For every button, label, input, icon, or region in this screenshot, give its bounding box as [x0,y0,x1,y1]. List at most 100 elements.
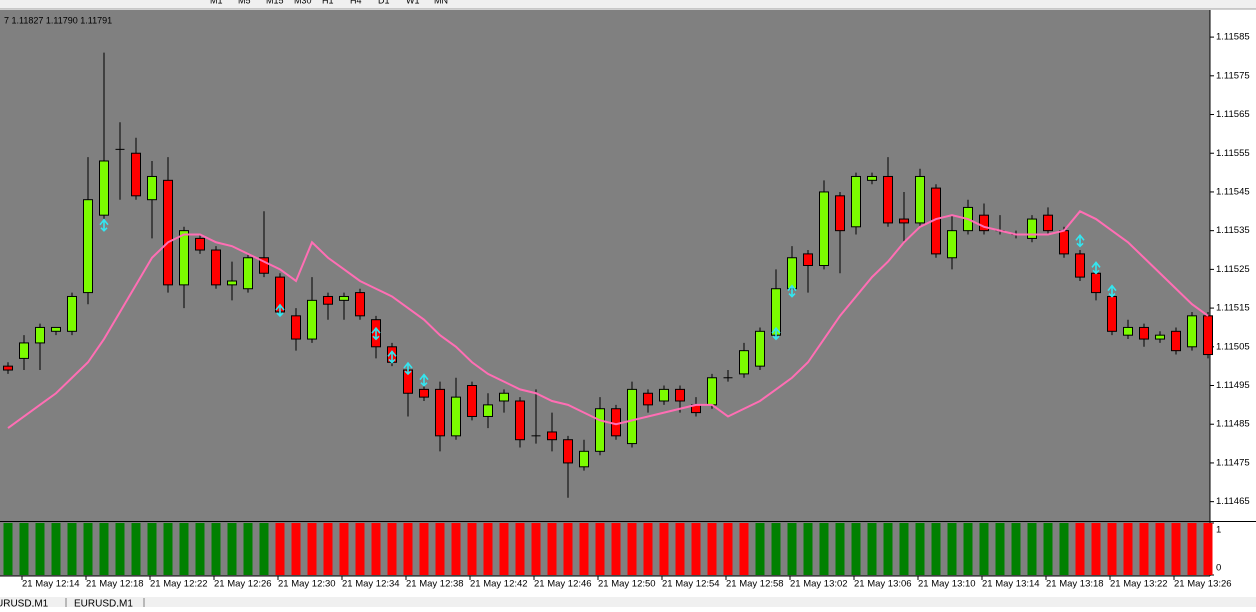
signal-arrow [1075,233,1085,248]
indicator-bar [835,523,845,575]
signal-arrow [1107,284,1117,298]
candle-body [595,408,605,452]
indicator-bar [323,523,333,575]
indicator-bar [483,523,493,575]
indicator-bar [515,523,525,575]
indicator-bar [675,523,685,575]
indicator-bar [195,523,205,575]
candle-body [563,439,573,464]
candle-body [3,365,13,371]
indicator-bar [227,523,237,575]
indicator-bar [1043,523,1053,575]
x-tick-label: 21 May 12:14 [22,579,80,590]
indicator-bar [947,523,957,575]
signal-arrow [403,361,413,376]
candle-body [1171,330,1181,352]
indicator-bar [819,523,829,575]
candle-body [131,152,141,197]
x-tick-label: 21 May 12:22 [150,579,208,590]
candle-body [1091,272,1101,294]
candle-body [755,330,765,367]
candle-body [195,237,205,251]
candle-body [1123,326,1133,336]
y-tick-label: 1.11575 [1216,70,1250,81]
indicator-bar [787,523,797,575]
indicator-bar [419,523,429,575]
indicator-bar [803,523,813,575]
indicator-bar [355,523,365,575]
toolbar [0,0,1256,9]
indicator-bar [211,523,221,575]
candle-body [83,199,93,294]
timeframe-button[interactable]: M15 [266,0,284,5]
candle-body [787,257,797,290]
x-tick-label: 21 May 13:26 [1174,579,1232,590]
indicator-bar [739,523,749,575]
timeframe-button[interactable]: MN [434,0,448,5]
y-tick-label: 1.11535 [1216,225,1250,236]
indicator-bar [963,523,973,575]
timeframe-button[interactable]: H1 [322,0,334,5]
indicator-bar [307,523,317,575]
indicator-bar [35,523,45,575]
candle-body [739,350,749,375]
candle-body [467,385,477,417]
timeframe-button[interactable]: M30 [294,0,312,5]
moving-average [7,210,1209,429]
candle-body [1139,326,1149,340]
indicator-bar [1011,523,1021,575]
candle-body [291,315,301,340]
y-tick-label: 1.11515 [1216,303,1250,314]
candle-body [307,299,317,340]
candle-body [147,175,157,201]
y-tick-label: 1.11485 [1216,419,1250,430]
indicator-bar [115,523,125,575]
indicator-bar [771,523,781,575]
x-tick-label: 21 May 12:18 [86,579,144,590]
indicator-bar [1059,523,1069,575]
indicator-bar [595,523,605,575]
x-tick-label: 21 May 12:54 [662,579,720,590]
timeframe-button[interactable]: M5 [238,0,251,5]
signal-arrow [1091,261,1101,275]
timeframe-button[interactable]: M1 [210,0,223,5]
indicator-bar [723,523,733,575]
candle-body [35,326,45,344]
x-tick-label: 21 May 12:30 [278,579,336,590]
indicator-bar [1203,523,1213,575]
indicator-bar [1187,523,1197,575]
indicator-bar [899,523,909,575]
candle-body [883,175,893,224]
candle-body [851,175,861,228]
candle-body [19,342,29,359]
x-tick-label: 21 May 13:06 [854,579,912,590]
candle-body [819,191,829,267]
indicator-bar [1155,523,1165,575]
timeframe-button[interactable]: H4 [350,0,362,5]
indicator-bar [147,523,157,575]
indicator-bar [403,523,413,575]
indicator-bar [707,523,717,575]
indicator-bar [51,523,61,575]
indicator-bar [611,523,621,575]
indicator-bar [643,523,653,575]
timeframe-button[interactable]: D1 [378,0,390,5]
candle-body [1155,334,1165,340]
indicator-bar [1027,523,1037,575]
candle-body [515,400,525,441]
candle-body [1075,253,1085,278]
candle-body [451,396,461,437]
indicator-bar [563,523,573,575]
indicator-bar [163,523,173,575]
symbol-tab[interactable]: EURUSD,M1 [74,599,133,610]
candle-body [899,218,909,224]
symbol-tab[interactable]: URUSD,M1 [0,599,49,610]
indicator-tick-label: 1 [1216,525,1221,536]
timeframe-button[interactable]: W1 [406,0,420,5]
candle-body [627,388,637,445]
candle-body [1187,315,1197,348]
indicator-bar [387,523,397,575]
candle-body [803,253,813,267]
x-tick-label: 21 May 12:46 [534,579,592,590]
candle-body [611,408,621,437]
